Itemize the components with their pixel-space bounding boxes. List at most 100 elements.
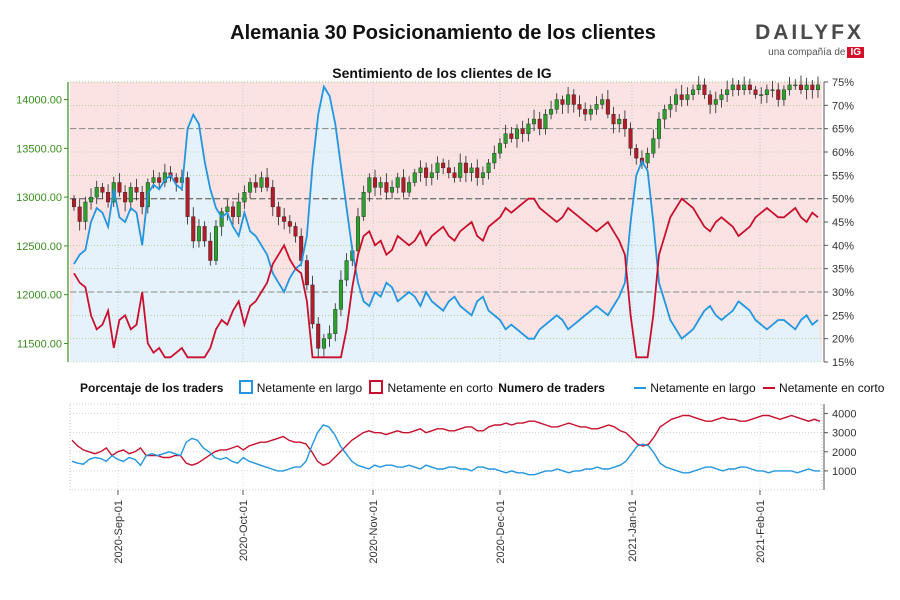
candle-bull	[656, 118, 661, 139]
candle-bull	[429, 172, 434, 178]
x-axis-tick-label: 2021-Jan-01	[627, 500, 639, 562]
candle-bull	[730, 84, 735, 91]
candle	[384, 173, 389, 200]
candle	[537, 111, 542, 136]
candle-bear	[560, 99, 565, 105]
candle	[617, 114, 622, 133]
candle	[100, 182, 105, 199]
candle	[71, 195, 76, 211]
right-axis-tick-label: 55%	[832, 170, 854, 182]
candle-bear	[736, 84, 741, 91]
candle	[236, 192, 241, 225]
count-axis-tick-label: 1000	[832, 466, 856, 478]
candle	[89, 188, 94, 210]
x-axis-tick-label: 2020-Nov-01	[368, 500, 380, 564]
candle-bear	[304, 260, 309, 286]
candle-bear	[611, 113, 616, 125]
candle	[651, 129, 656, 158]
candle	[390, 180, 395, 199]
candle	[327, 325, 332, 347]
right-axis-tick-label: 70%	[832, 100, 854, 112]
x-axis-tick-label: 2020-Oct-01	[238, 500, 250, 561]
candle	[117, 173, 122, 197]
candle	[123, 185, 128, 212]
right-axis-tick-label: 75%	[832, 77, 854, 89]
candle-bull	[486, 162, 491, 173]
candle-bull	[725, 89, 730, 95]
candle	[549, 100, 554, 120]
candle	[577, 95, 582, 117]
net-short-pct-line	[73, 197, 819, 359]
candle	[395, 172, 400, 194]
candle-bull	[804, 84, 809, 91]
candle	[730, 77, 735, 97]
candle-bull	[344, 260, 349, 281]
candle	[719, 89, 724, 108]
candle	[781, 85, 786, 106]
legend-pct-title: Porcentaje de los traders	[80, 381, 224, 395]
candle-bull	[781, 89, 786, 100]
candle	[316, 317, 321, 358]
candle	[446, 159, 451, 179]
left-axis-tick-label: 11500.00	[17, 338, 62, 350]
right-axis-tick-label: 20%	[832, 334, 854, 346]
candle	[333, 303, 338, 342]
candle-bear	[537, 118, 542, 130]
candle-bear	[157, 177, 162, 183]
right-axis-tick-label: 30%	[832, 287, 854, 299]
candle	[242, 185, 247, 209]
candle-bull	[770, 89, 775, 92]
candle-bear	[605, 99, 610, 115]
candle-bull	[617, 118, 622, 125]
candle-bear	[310, 284, 315, 325]
candle-bull	[662, 109, 667, 120]
candle	[708, 90, 713, 114]
count-axis-tick-label: 4000	[832, 409, 856, 421]
right-axis-tick-label: 15%	[832, 357, 854, 369]
candle-bull	[691, 89, 696, 95]
candle-bull	[685, 94, 690, 100]
candle-bear	[123, 192, 128, 203]
candle	[429, 163, 434, 186]
candle-bull	[787, 84, 792, 91]
candle-bull	[696, 84, 701, 91]
candle	[196, 219, 201, 248]
candle	[793, 79, 798, 90]
right-axis-tick-label: 25%	[832, 310, 854, 322]
candle	[378, 176, 383, 196]
candle-bear	[798, 84, 803, 91]
candle-bear	[134, 187, 139, 193]
candle-bear	[265, 177, 270, 188]
candle-bull	[395, 177, 400, 188]
candle-bull	[588, 109, 593, 115]
legend-count-short-swatch	[763, 387, 776, 389]
candle-bear	[452, 172, 457, 178]
net-long-count-line	[71, 424, 820, 476]
x-axis-tick-label: 2020-Sep-01	[113, 500, 125, 564]
candle	[94, 180, 99, 205]
candle-bear	[747, 84, 752, 91]
candle-bull	[497, 143, 502, 154]
candle-bull	[321, 338, 326, 349]
candle	[566, 86, 571, 114]
candle	[338, 270, 343, 317]
candle	[560, 95, 565, 114]
candle	[770, 80, 775, 98]
legend-count-short: Netamente en corto	[763, 381, 884, 395]
candle-bear	[231, 206, 236, 217]
candle	[276, 201, 281, 226]
candle	[816, 76, 821, 98]
candle	[270, 180, 275, 217]
candle	[231, 201, 236, 225]
candle-bear	[475, 167, 480, 178]
candle-bear	[753, 89, 758, 95]
candle	[373, 169, 378, 197]
candle	[702, 78, 707, 99]
candle-bear	[270, 187, 275, 208]
logo-tagline: una compañía de IG	[755, 47, 864, 58]
candle	[497, 138, 502, 159]
candle	[213, 220, 218, 265]
candle-bear	[628, 128, 633, 149]
candle-bull	[503, 133, 508, 144]
candle-bull	[196, 226, 201, 242]
